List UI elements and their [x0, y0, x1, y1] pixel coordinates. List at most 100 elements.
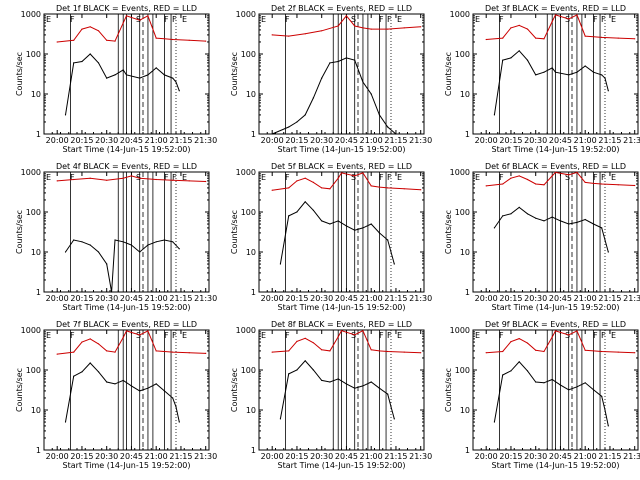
data-point-lld [122, 177, 124, 179]
chart-title: Det 3f BLACK = Events, RED = LLD [485, 4, 626, 13]
segment-marker-label: E [397, 15, 402, 24]
segment-marker-label: F [379, 173, 384, 182]
data-point-lld [304, 33, 306, 35]
segment-marker-label: F [285, 331, 290, 340]
series-line-lld [57, 15, 206, 43]
data-point-events [604, 239, 606, 241]
x-tick-label: 21:30 [409, 294, 432, 303]
x-tick-label: 20:45 [335, 452, 358, 461]
data-point-events [592, 223, 595, 225]
data-point-events [279, 263, 281, 265]
data-point-lld [576, 14, 578, 16]
segment-marker-label: S [136, 331, 141, 340]
x-tick-label: 20:15 [499, 452, 522, 461]
segment-marker-label: F [285, 15, 290, 24]
y-tick-label: 100 [241, 366, 256, 375]
data-point-events [604, 409, 606, 411]
data-point-lld [329, 188, 331, 190]
data-point-events [178, 421, 180, 423]
data-point-events [73, 62, 75, 64]
y-tick-label: 100 [455, 208, 470, 217]
y-axis-label: Counts/sec [444, 52, 453, 96]
segment-marker-label: S [351, 173, 356, 182]
chart-panel-8: Det 8f BLACK = Events, RED = LLD 1 10 100 10… [230, 320, 432, 470]
x-tick-label: 21:30 [409, 136, 432, 145]
chart-panel-9: Det 9f BLACK = Events, RED = LLD 1 10 100 10… [444, 320, 640, 470]
data-point-lld [205, 40, 207, 42]
data-point-events [175, 81, 177, 83]
x-tick-label: 21:00 [360, 452, 383, 461]
data-point-lld [188, 39, 190, 41]
data-point-lld [125, 15, 128, 17]
data-point-lld [362, 27, 364, 29]
data-point-lld [634, 352, 636, 354]
data-point-events [601, 227, 603, 229]
data-point-lld [387, 187, 389, 189]
y-tick-label: 100 [26, 208, 41, 217]
data-point-events [288, 126, 290, 128]
x-tick-label: 20:30 [310, 452, 333, 461]
x-tick-label: 20:00 [46, 294, 69, 303]
y-tick-label: 100 [455, 366, 470, 375]
data-point-events [296, 369, 298, 371]
data-point-lld [617, 37, 619, 39]
data-point-lld [337, 177, 339, 179]
data-point-lld [163, 350, 165, 353]
x-tick-label: 20:30 [310, 136, 333, 145]
segment-marker-label: E [46, 331, 51, 340]
x-tick-label: 21:15 [384, 136, 407, 145]
data-point-lld [543, 38, 545, 40]
x-tick-label: 20:30 [524, 452, 547, 461]
segment-marker-label: S [351, 15, 356, 24]
data-point-lld [130, 175, 132, 177]
data-point-events [345, 383, 347, 385]
data-point-lld [304, 177, 306, 179]
data-point-events [329, 223, 331, 225]
data-point-lld [205, 352, 207, 354]
data-point-lld [510, 27, 512, 29]
y-tick-label: 1000 [21, 10, 41, 19]
x-tick-label: 21:30 [194, 452, 217, 461]
x-tick-label: 20:45 [120, 452, 143, 461]
data-point-events [288, 373, 290, 375]
data-point-lld [554, 14, 557, 16]
data-point-lld [568, 334, 570, 336]
data-point-events [604, 77, 606, 79]
y-tick-label: 1 [251, 288, 256, 297]
data-point-events [535, 381, 537, 383]
data-point-events [73, 375, 75, 377]
data-point-events [345, 57, 347, 59]
data-point-lld [114, 351, 116, 353]
x-tick-label: 21:00 [145, 452, 168, 461]
data-point-lld [551, 175, 553, 177]
x-tick-label: 20:45 [549, 452, 572, 461]
x-axis-label: Start Time (14-Jun-15 19:52:00) [492, 145, 620, 154]
data-point-events [592, 71, 595, 73]
data-point-lld [601, 183, 603, 185]
data-point-events [337, 60, 339, 63]
data-point-lld [634, 184, 636, 187]
x-tick-label: 21:15 [598, 136, 621, 145]
data-point-lld [73, 351, 75, 353]
data-point-events [97, 251, 100, 253]
data-point-events [64, 114, 67, 116]
data-point-events [554, 71, 557, 73]
data-point-lld [139, 334, 141, 336]
segment-marker-label: F [593, 331, 598, 340]
x-tick-label: 21:15 [598, 452, 621, 461]
data-point-events [387, 393, 389, 395]
data-point-lld [304, 337, 306, 339]
x-tick-label: 20:00 [261, 136, 284, 145]
segment-marker-label: F [172, 15, 177, 24]
segment-marker-label: E [475, 15, 480, 24]
data-point-lld [568, 174, 570, 176]
x-tick-label: 20:30 [95, 136, 118, 145]
chart-panel-2: Det 2f BLACK = Events, RED = LLD 1 10 100 10… [230, 4, 432, 154]
x-tick-label: 20:15 [285, 452, 308, 461]
data-point-events [362, 385, 364, 387]
x-tick-label: 21:00 [145, 294, 168, 303]
x-tick-label: 21:00 [360, 136, 383, 145]
data-point-lld [81, 341, 83, 343]
segment-marker-label: S [565, 331, 570, 340]
data-point-lld [551, 336, 553, 338]
